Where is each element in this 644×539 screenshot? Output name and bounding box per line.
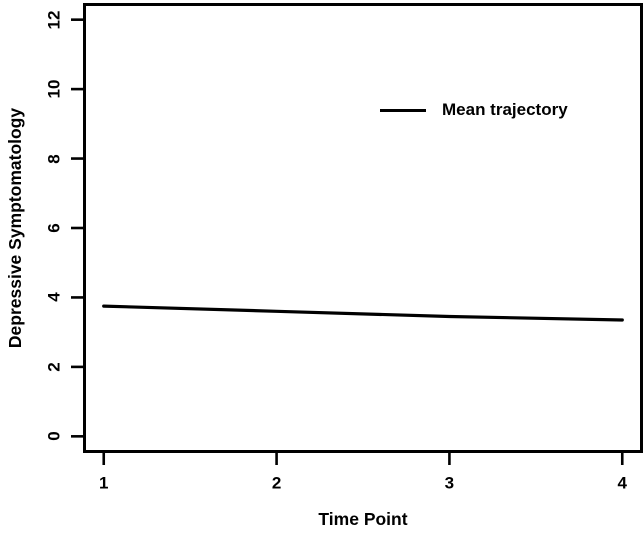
x-tick-label: 3 (444, 473, 455, 493)
y-tick-label: 12 (44, 10, 64, 30)
trajectory-line (102, 304, 624, 322)
y-tick-label: 4 (44, 292, 64, 303)
x-axis-title: Time Point (318, 509, 408, 529)
y-axis-title: Depressive Symptomatology (5, 107, 25, 349)
legend: Mean trajectory (380, 99, 568, 121)
x-tick-label: 2 (271, 473, 282, 493)
y-tick-label: 0 (44, 431, 64, 442)
legend-label: Mean trajectory (442, 100, 568, 119)
y-tick-label: 8 (44, 153, 64, 164)
y-tick-label: 6 (44, 223, 64, 233)
x-tick-label: 1 (99, 473, 109, 493)
x-tick-label: 4 (617, 473, 627, 493)
plot-border (83, 3, 643, 453)
y-tick-label: 10 (44, 79, 64, 99)
legend-line-sample-icon (380, 108, 426, 112)
y-tick-label: 2 (44, 362, 64, 372)
